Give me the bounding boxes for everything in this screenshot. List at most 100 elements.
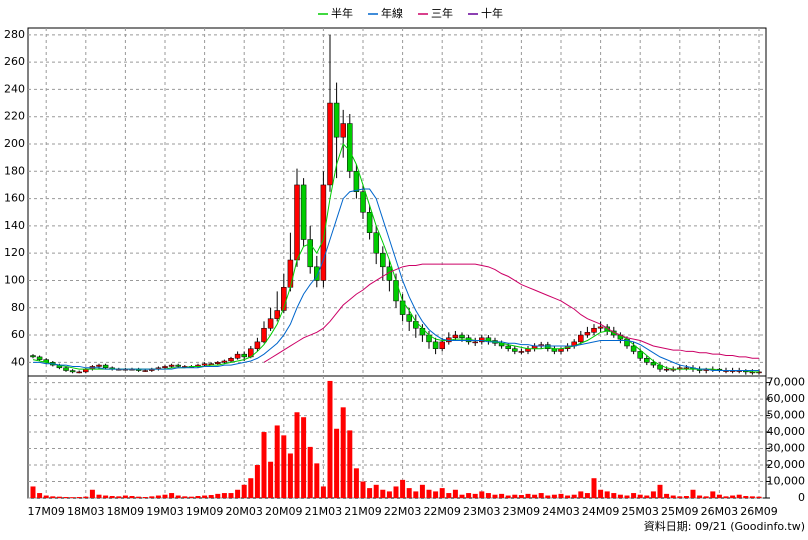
legend-label: 半年 — [331, 6, 353, 20]
candle-body — [584, 332, 591, 336]
volume-bar — [584, 493, 590, 498]
volume-bar — [433, 491, 439, 498]
candle-body — [241, 353, 247, 358]
volume-bar — [683, 496, 689, 498]
volume-bar — [149, 496, 155, 498]
candle-body — [228, 358, 234, 362]
volume-bar — [235, 489, 241, 498]
volume-bar — [353, 468, 359, 498]
ma-line — [32, 143, 759, 373]
volume-bar — [419, 484, 425, 498]
candle-body — [452, 334, 459, 339]
volume-bar — [716, 494, 722, 498]
y-tick-label: 280 — [4, 28, 25, 41]
candle-body — [459, 334, 465, 339]
candle-body — [518, 351, 525, 353]
volume-bar — [162, 494, 168, 498]
volume-bar — [50, 496, 56, 498]
volume-bar — [413, 491, 419, 498]
volume-bar — [406, 488, 412, 498]
candle-body — [419, 327, 426, 336]
volume-bar — [294, 412, 300, 498]
volume-bar — [545, 495, 551, 498]
volume-bar — [347, 430, 353, 498]
candle-body — [63, 367, 69, 371]
volume-bar — [631, 493, 637, 498]
volume-bar — [129, 496, 135, 498]
volume-bar — [657, 484, 663, 498]
volume-bar — [393, 486, 399, 498]
x-tick-label: 18M09 — [107, 505, 145, 518]
candle-body — [261, 327, 267, 343]
volume-bar — [400, 479, 406, 498]
volume-bar — [63, 497, 69, 498]
candle-body — [30, 355, 36, 358]
volume-bar — [76, 497, 82, 498]
y2-tick-label: 40,000 — [767, 425, 806, 438]
y-tick-label: 260 — [4, 55, 25, 68]
x-tick-label: 23M03 — [463, 505, 501, 518]
x-tick-label: 21M09 — [344, 505, 382, 518]
volume-bar — [188, 496, 194, 498]
price-frame — [27, 27, 767, 377]
x-tick-label: 22M09 — [423, 505, 461, 518]
x-tick-label: 25M09 — [661, 505, 699, 518]
volume-bar — [261, 432, 267, 498]
volume-bar — [169, 493, 175, 498]
y-tick-label: 180 — [4, 164, 25, 177]
candle-body — [644, 358, 650, 363]
candle-body — [168, 364, 175, 367]
candle-body — [36, 356, 43, 360]
candle-body — [76, 371, 82, 374]
candle-body — [347, 123, 353, 172]
volume-bar — [466, 493, 472, 498]
candle-body — [314, 266, 320, 281]
candle-body — [162, 366, 168, 369]
volume-bar — [459, 494, 465, 498]
x-tick-label: 19M09 — [186, 505, 224, 518]
volume-bar — [116, 496, 122, 498]
volume-bar — [327, 380, 333, 498]
candle-body — [413, 321, 419, 329]
volume-bar — [452, 489, 458, 498]
y-tick-label: 80 — [11, 301, 25, 314]
volume-bar — [215, 493, 221, 498]
candle-body — [201, 363, 208, 366]
y-tick-label: 140 — [4, 219, 25, 232]
volume-bar — [307, 446, 313, 498]
y2-tick-label: 30,000 — [767, 442, 806, 455]
volume-bar — [373, 484, 379, 498]
volume-bar — [571, 494, 577, 498]
x-tick-label: 23M09 — [503, 505, 541, 518]
volume-bar — [175, 495, 181, 498]
volume-bar — [314, 463, 320, 498]
volume-bar — [677, 496, 683, 498]
volume-bar — [195, 496, 201, 498]
candle-body — [353, 171, 360, 193]
y2-tick-label: 0 — [798, 491, 805, 504]
candle-body — [432, 341, 439, 349]
candle-body — [69, 370, 76, 373]
volume-bar — [624, 495, 630, 498]
candle-body — [96, 364, 102, 367]
volume-bar — [591, 478, 597, 498]
candle-body — [327, 102, 333, 186]
candle-body — [663, 368, 670, 371]
volume-bar — [736, 494, 742, 498]
volume-bar — [122, 495, 128, 498]
volume-bar — [472, 493, 478, 498]
ma-line — [263, 263, 759, 363]
candle-body — [512, 348, 518, 352]
y-tick-label: 40 — [11, 355, 25, 368]
candle-body — [630, 345, 637, 352]
volume-bar — [485, 493, 491, 498]
candle-body — [393, 280, 399, 302]
candle-body — [208, 363, 214, 365]
candle-body — [307, 239, 313, 268]
volume-bar — [690, 489, 696, 498]
candle-body — [373, 232, 379, 254]
candle-body — [175, 364, 181, 367]
volume-bar — [505, 495, 511, 498]
volume-bar — [142, 497, 148, 498]
volume-bar — [268, 461, 274, 498]
